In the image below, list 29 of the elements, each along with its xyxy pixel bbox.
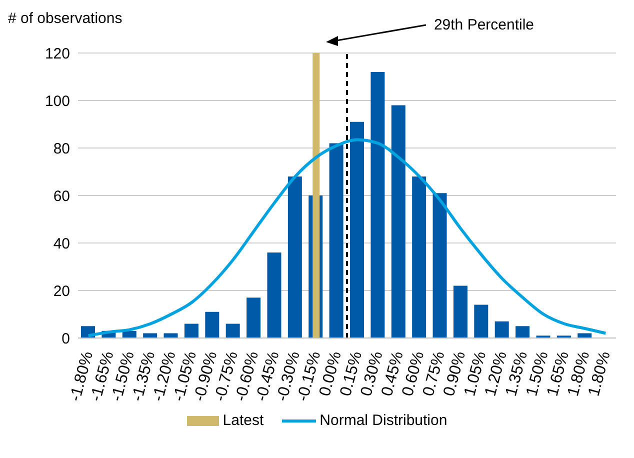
bar xyxy=(432,193,447,338)
bar xyxy=(494,321,509,338)
bar xyxy=(391,105,406,338)
bar xyxy=(350,122,364,338)
y-tick-label: 100 xyxy=(44,92,70,110)
bar xyxy=(267,252,282,338)
bar xyxy=(370,72,385,338)
bar xyxy=(412,176,426,338)
y-tick-label: 40 xyxy=(53,235,70,252)
bar xyxy=(474,304,488,338)
text: 29th Percentile xyxy=(434,16,534,34)
y-axis-title: # of observations xyxy=(8,10,122,27)
legend-label: Latest xyxy=(222,412,264,429)
y-tick-label: 0 xyxy=(62,330,70,348)
bar xyxy=(184,324,198,338)
y-tick-label: 60 xyxy=(53,188,70,205)
bar xyxy=(288,176,302,338)
bar xyxy=(516,326,530,338)
bar xyxy=(453,286,468,338)
bar xyxy=(246,298,261,338)
y-tick-label: 20 xyxy=(53,282,70,300)
legend-label: Normal Distribution xyxy=(320,412,448,429)
bar xyxy=(226,324,240,338)
y-tick-label: 120 xyxy=(44,45,70,62)
bar xyxy=(205,312,220,338)
line-series xyxy=(86,138,608,338)
y-tick-label: 80 xyxy=(53,140,70,158)
bar xyxy=(312,53,320,338)
bar xyxy=(329,143,344,338)
